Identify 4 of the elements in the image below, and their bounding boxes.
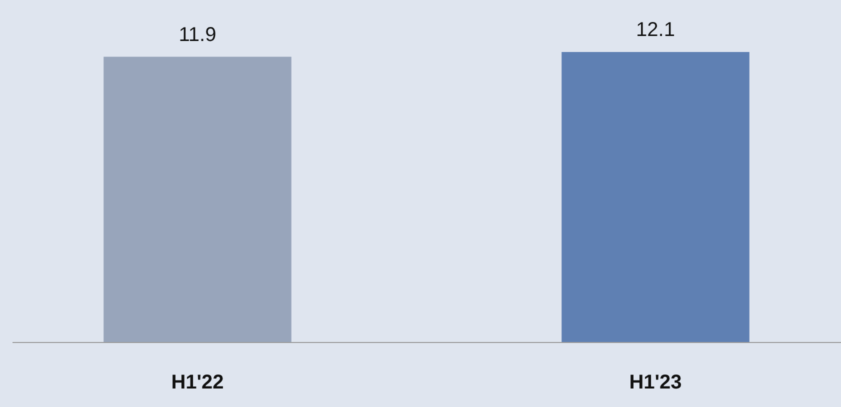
data-label: 12.1 [636,19,675,41]
data-label: 11.9 [178,24,216,46]
x-tick-label: H1'23 [629,372,682,394]
x-tick-label: H1'22 [171,372,224,394]
